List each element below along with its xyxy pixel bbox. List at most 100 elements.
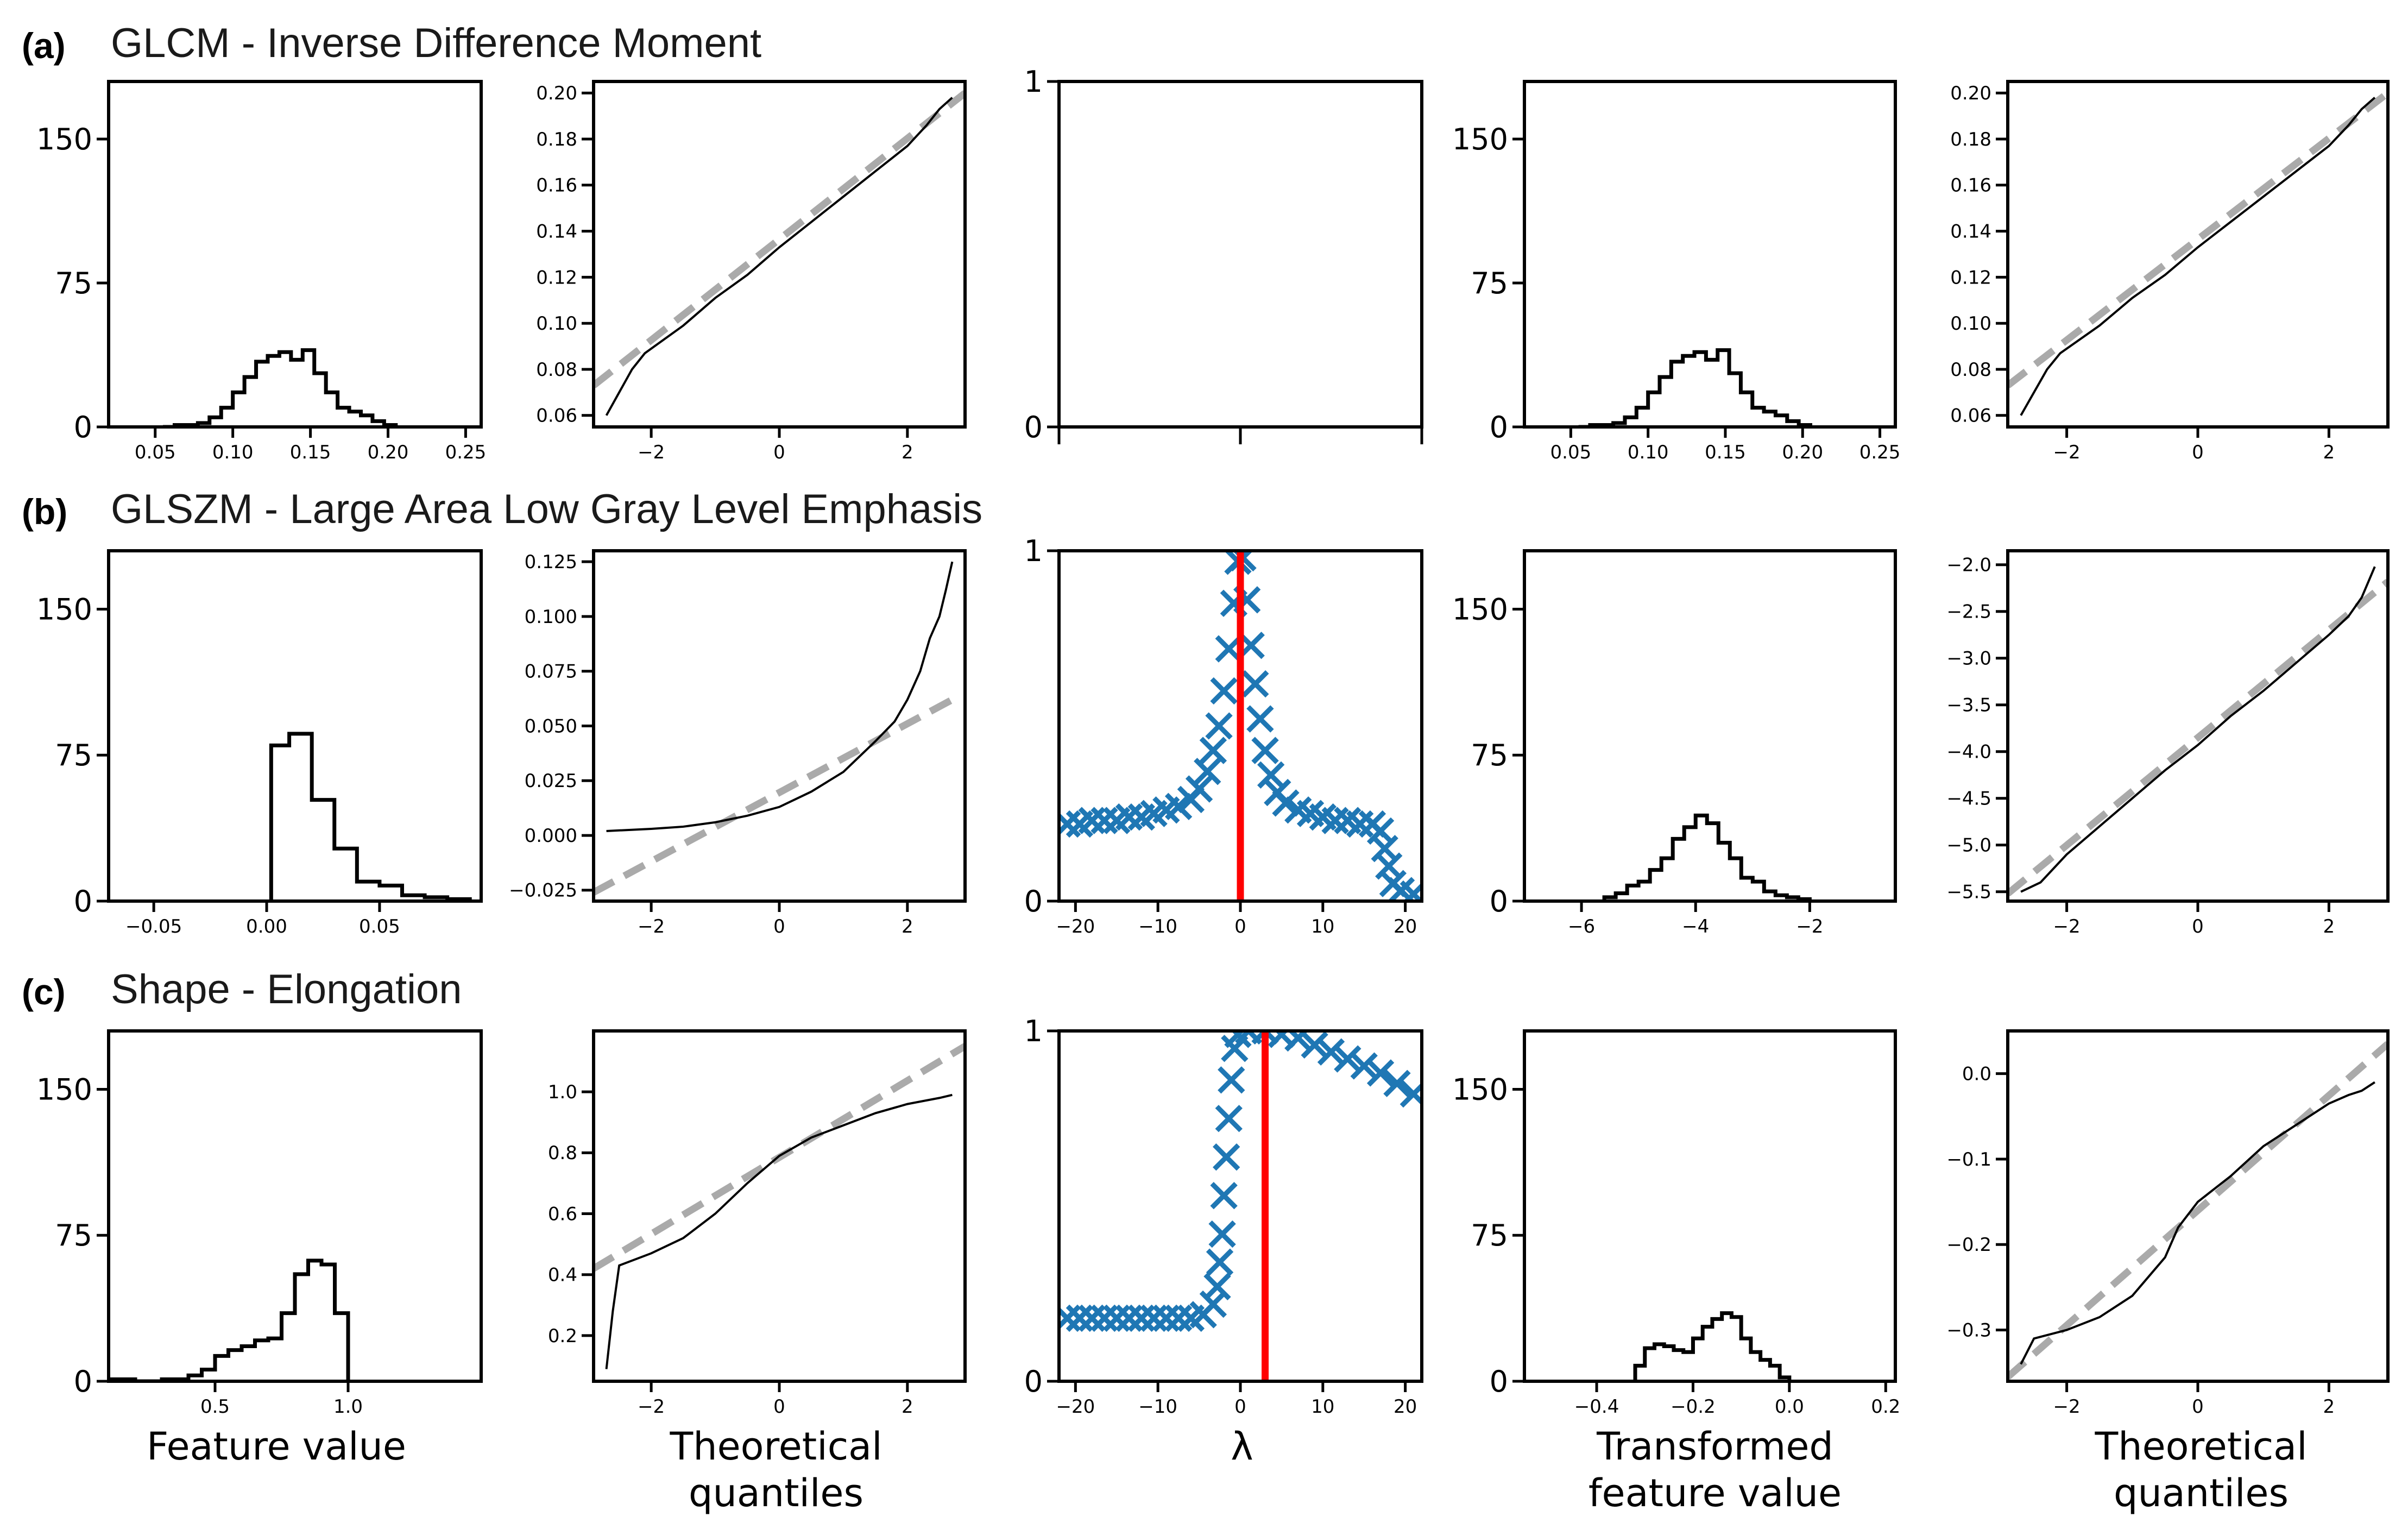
y-tick-label: 0.16 xyxy=(1950,175,1991,197)
plot-area xyxy=(2008,566,2388,897)
y-tick-label: −5.5 xyxy=(1946,882,1991,903)
histogram-step xyxy=(163,348,398,427)
y-tick-label: 75 xyxy=(55,1218,92,1253)
y-tick-label: 150 xyxy=(36,1072,92,1106)
x-tick-label: −10 xyxy=(1138,916,1177,937)
marker-x xyxy=(1284,1031,1312,1052)
marker-x xyxy=(1246,705,1274,733)
y-tick-label: 0.14 xyxy=(1950,221,1991,243)
y-tick-label: 0.6 xyxy=(548,1203,577,1225)
marker-x xyxy=(1210,677,1238,705)
reference-line xyxy=(594,1043,965,1272)
quantile-curve xyxy=(2020,566,2376,893)
plot-area xyxy=(2008,1041,2388,1380)
y-tick-label: −0.2 xyxy=(1946,1234,1991,1256)
xlabel-feature-value: Feature value xyxy=(147,1424,406,1469)
y-tick-label: −0.1 xyxy=(1946,1149,1991,1171)
plot-area xyxy=(594,561,954,896)
x-tick-label: 2 xyxy=(2323,1396,2335,1418)
x-tick-label: 0.05 xyxy=(1550,442,1592,463)
y-tick-label: 75 xyxy=(1471,738,1508,772)
marker-x xyxy=(1321,807,1349,834)
y-tick-label: 0.20 xyxy=(536,83,577,104)
x-tick-label: 0 xyxy=(773,1396,785,1418)
histogram-step xyxy=(1633,1311,1792,1381)
x-tick-label: 0 xyxy=(1234,1396,1246,1418)
x-tick-label: 2 xyxy=(2323,442,2335,463)
y-tick-label: 0.08 xyxy=(1950,359,1991,381)
x-tick-label: −20 xyxy=(1056,916,1095,937)
chart-a5: 0.06 0.08 0.10 0.12 0.14 0.16 0.18 0.20 −2 0 2 xyxy=(1950,80,2390,463)
x-tick-label: 0.20 xyxy=(368,442,409,463)
row-title-a: GLCM - Inverse Difference Moment xyxy=(111,20,762,66)
x-tick-label: 2 xyxy=(902,442,913,463)
x-tick-label: −4 xyxy=(1682,916,1709,937)
plot-area xyxy=(109,1259,350,1381)
histogram-step xyxy=(269,732,472,901)
x-tick-label: 0.05 xyxy=(135,442,176,463)
x-tick-label: 0 xyxy=(2192,1396,2204,1418)
plot-area xyxy=(1633,1311,1792,1381)
reference-line xyxy=(2008,1041,2388,1380)
chart-c3: 0 1 −20 −10 0 10 20 xyxy=(1024,1014,1423,1418)
axes-frame xyxy=(1523,1029,1897,1383)
plot-area xyxy=(594,1043,965,1369)
chart-a4: 0 75 150 0.05 0.10 0.15 0.20 0.25 xyxy=(1452,80,1900,463)
marker-x xyxy=(1210,1181,1238,1210)
x-tick-label: 10 xyxy=(1311,916,1334,937)
y-tick-label: 0 xyxy=(1490,410,1508,444)
marker-x xyxy=(1218,1066,1245,1094)
x-tick-label: 0.0 xyxy=(1775,1396,1804,1418)
y-tick-label: 0 xyxy=(74,884,92,918)
plot-area xyxy=(1578,348,1812,427)
x-tick-label: 2 xyxy=(902,1396,913,1418)
y-tick-label: 0.125 xyxy=(525,551,577,573)
x-tick-label: 0.05 xyxy=(359,916,400,937)
xlabel-lambda: λ xyxy=(1231,1424,1253,1469)
chart-b5: −5.5 −5.0 −4.5 −4.0 −3.5 −3.0 −2.5 −2.0 −2 0 2 xyxy=(1946,549,2390,937)
axes-frame xyxy=(2006,80,2390,429)
x-tick-label: 0.15 xyxy=(290,442,331,463)
y-tick-label: 0.14 xyxy=(536,221,577,243)
y-tick-label: 0.025 xyxy=(525,770,577,792)
x-tick-label: −6 xyxy=(1568,916,1595,937)
marker-x xyxy=(1203,1273,1231,1301)
x-tick-label: −2 xyxy=(2053,916,2081,937)
row-label-c: (c) xyxy=(22,972,66,1012)
x-tick-label: −2 xyxy=(2053,1396,2081,1418)
quantile-curve xyxy=(605,97,953,416)
row-title-b: GLSZM - Large Area Low Gray Level Emphas… xyxy=(111,486,983,532)
y-tick-label: 150 xyxy=(1452,122,1508,156)
y-tick-label: −3.5 xyxy=(1946,695,1991,716)
y-tick-label: 0.12 xyxy=(536,267,577,288)
x-tick-label: 0.2 xyxy=(1871,1396,1900,1418)
marker-x xyxy=(1251,1031,1279,1045)
x-tick-label: 20 xyxy=(1394,1396,1417,1418)
y-tick-label: 0 xyxy=(74,410,92,444)
x-tick-label: 0.25 xyxy=(445,442,487,463)
reference-line xyxy=(594,696,954,896)
x-tick-label: 2 xyxy=(902,916,913,937)
y-tick-label: −0.025 xyxy=(509,880,577,902)
x-tick-label: 20 xyxy=(1394,916,1417,937)
x-tick-label: 10 xyxy=(1311,1396,1334,1418)
y-tick-label: 150 xyxy=(1452,1072,1508,1106)
plot-area xyxy=(1059,1031,1422,1381)
x-tick-label: 0 xyxy=(773,442,785,463)
y-tick-label: 1.0 xyxy=(548,1081,577,1103)
chart-c4: 0 75 150 −0.4 −0.2 0.0 0.2 xyxy=(1452,1029,1900,1418)
y-tick-label: 0 xyxy=(1490,1364,1508,1399)
chart-a3: 01 xyxy=(1024,65,1423,444)
plot-area xyxy=(1602,813,1812,901)
histogram-step xyxy=(1578,348,1812,427)
marker-x xyxy=(1194,758,1221,785)
chart-b1: 0 75 150 −0.05 0.00 0.05 xyxy=(36,549,483,937)
marker-x xyxy=(1208,1220,1236,1248)
xlabel-theoretical-quantiles-2: Theoretical quantiles xyxy=(2095,1424,2308,1515)
marker-x xyxy=(1127,1304,1156,1332)
y-tick-label: 75 xyxy=(1471,266,1508,300)
marker-x xyxy=(1213,1143,1240,1171)
x-tick-label: −0.4 xyxy=(1574,1396,1619,1418)
chart-c2: 0.2 0.4 0.6 0.8 1.0 −2 0 2 xyxy=(548,1029,967,1418)
x-tick-label: 0.5 xyxy=(200,1396,230,1418)
